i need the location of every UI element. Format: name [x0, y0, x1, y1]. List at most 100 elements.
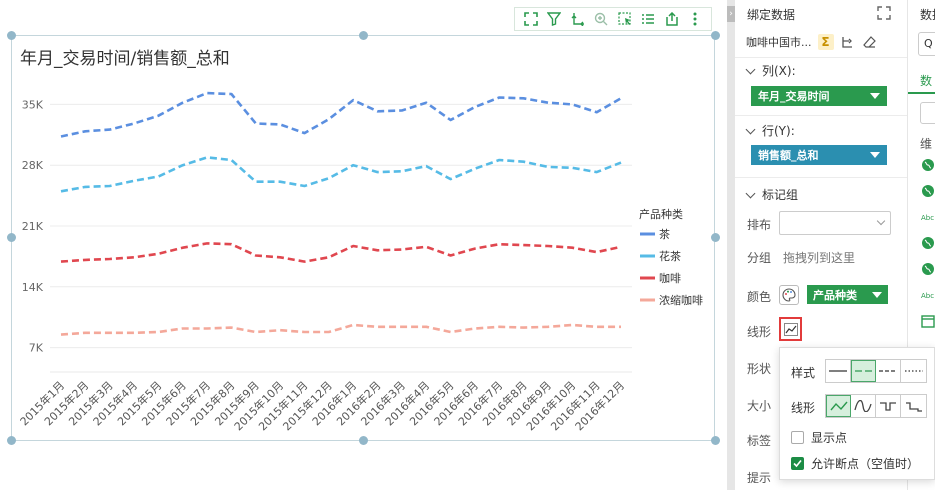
export-icon[interactable] [663, 10, 681, 28]
layout-select[interactable] [779, 211, 891, 235]
marks-label: 标记组 [762, 188, 799, 202]
collapse-arrow-icon[interactable]: › [727, 6, 735, 22]
resize-handle[interactable] [7, 233, 16, 242]
resize-handle[interactable] [711, 436, 720, 445]
filter-icon[interactable] [545, 10, 563, 28]
legend-label: 咖啡 [659, 271, 681, 285]
svg-text:Abc: Abc [921, 214, 934, 222]
globe-icon [922, 263, 934, 275]
line-chart-icon [783, 322, 798, 336]
resize-handle[interactable] [7, 31, 16, 40]
series-line [60, 323, 621, 336]
tab-underline [908, 92, 935, 94]
allow-break-label: 允许断点（空值时） [811, 457, 920, 471]
resize-handle[interactable] [359, 436, 368, 445]
divider [735, 57, 907, 58]
data-search-input[interactable]: Q [918, 32, 935, 56]
rows-section[interactable]: 行(Y): [745, 122, 795, 139]
shape-label: 形状 [747, 362, 772, 376]
resize-handle[interactable] [711, 233, 720, 242]
color-field-label: 产品种类 [813, 288, 857, 302]
text-field-icon: Abc [921, 292, 934, 300]
list-icon[interactable] [639, 10, 657, 28]
line-type-button-group [825, 394, 927, 418]
dropdown-arrow-icon[interactable] [872, 291, 882, 298]
tag-label: 标签 [747, 434, 772, 448]
globe-icon [922, 159, 934, 171]
legend-title: 产品种类 [639, 207, 683, 221]
show-points-checkbox[interactable]: 显示点 [791, 429, 847, 446]
divider [735, 115, 907, 116]
layout-label: 排布 [747, 218, 772, 232]
legend-label: 浓缩咖啡 [659, 293, 703, 307]
group-label: 分组 [747, 251, 772, 265]
resize-handle[interactable] [359, 31, 368, 40]
datasource-row: 咖啡中国市... Σ [746, 34, 878, 50]
rows-field-pill[interactable]: 销售额_总和 [751, 145, 887, 165]
text-field-icon: Abc [921, 214, 934, 222]
axis-swap-icon[interactable] [569, 10, 587, 28]
long-dash-option[interactable] [851, 360, 876, 382]
legend-label: 花茶 [659, 250, 681, 263]
rows-field-label: 销售额_总和 [758, 149, 819, 162]
datasource-name[interactable]: 咖啡中国市... [746, 36, 812, 49]
columns-section[interactable]: 列(X): [745, 62, 796, 79]
checkbox-unchecked-icon[interactable] [791, 431, 804, 444]
step-up-option[interactable] [876, 395, 901, 417]
fullscreen-icon[interactable] [876, 5, 892, 21]
sum-icon[interactable]: Σ [817, 34, 834, 50]
solid-line-option[interactable] [826, 360, 851, 382]
curve-option[interactable] [851, 395, 876, 417]
resize-handle[interactable] [7, 436, 16, 445]
show-points-label: 显示点 [811, 431, 848, 445]
dash-option[interactable] [876, 360, 901, 382]
data-search-box[interactable] [920, 102, 935, 124]
divider [735, 177, 907, 178]
style-label: 样式 [791, 366, 816, 380]
group-drop-hint[interactable]: 拖拽列到这里 [783, 251, 856, 265]
y-tick-label: 14K [22, 281, 44, 294]
eraser-icon[interactable] [862, 34, 878, 50]
globe-icon [922, 237, 934, 249]
globe-icon [922, 185, 934, 197]
dropdown-arrow-icon[interactable] [870, 152, 880, 158]
calendar-icon [921, 315, 935, 328]
chevron-down-icon [876, 216, 886, 226]
zoom-icon[interactable] [592, 10, 610, 28]
legend-label: 茶 [659, 228, 670, 241]
chart-title: 年月_交易时间/销售额_总和 [20, 49, 230, 69]
palette-icon[interactable] [779, 285, 799, 305]
columns-field-pill[interactable]: 年月_交易时间 [751, 86, 887, 106]
dropdown-arrow-icon[interactable] [870, 93, 880, 99]
columns-label: 列(X): [762, 64, 796, 78]
color-field-pill[interactable]: 产品种类 [807, 285, 888, 304]
svg-text:Abc: Abc [921, 292, 934, 300]
polyline-option[interactable] [826, 395, 851, 417]
y-tick-label: 7K [29, 342, 44, 355]
more-icon[interactable] [686, 10, 704, 28]
canvas-area: 年月_交易时间/销售额_总和 7K 14K 21K 28K 35K 2015年1月 201… [7, 7, 720, 445]
columns-field-label: 年月_交易时间 [758, 90, 830, 103]
style-button-group [825, 359, 927, 383]
marks-section[interactable]: 标记组 [745, 186, 799, 203]
panel-splitter[interactable]: › [727, 0, 735, 490]
data-tab[interactable]: 数 [920, 74, 933, 88]
line-type-label: 线形 [791, 401, 816, 415]
checkbox-checked-icon[interactable] [791, 457, 804, 470]
line-style-button[interactable] [779, 317, 802, 341]
allow-break-checkbox[interactable]: 允许断点（空值时） [791, 455, 919, 472]
y-tick-label: 35K [22, 98, 44, 111]
data-panel-title: 数据 [920, 8, 935, 22]
series-line [60, 91, 622, 138]
step-down-option[interactable] [901, 395, 926, 417]
dotted-option[interactable] [901, 360, 926, 382]
panel-title: 绑定数据 [747, 8, 796, 22]
dimension-label: 维 [920, 137, 933, 151]
select-icon[interactable] [616, 10, 634, 28]
expand-icon[interactable] [522, 10, 540, 28]
chevron-down-icon [745, 188, 756, 198]
resize-handle[interactable] [711, 31, 720, 40]
hierarchy-icon[interactable] [840, 34, 856, 50]
